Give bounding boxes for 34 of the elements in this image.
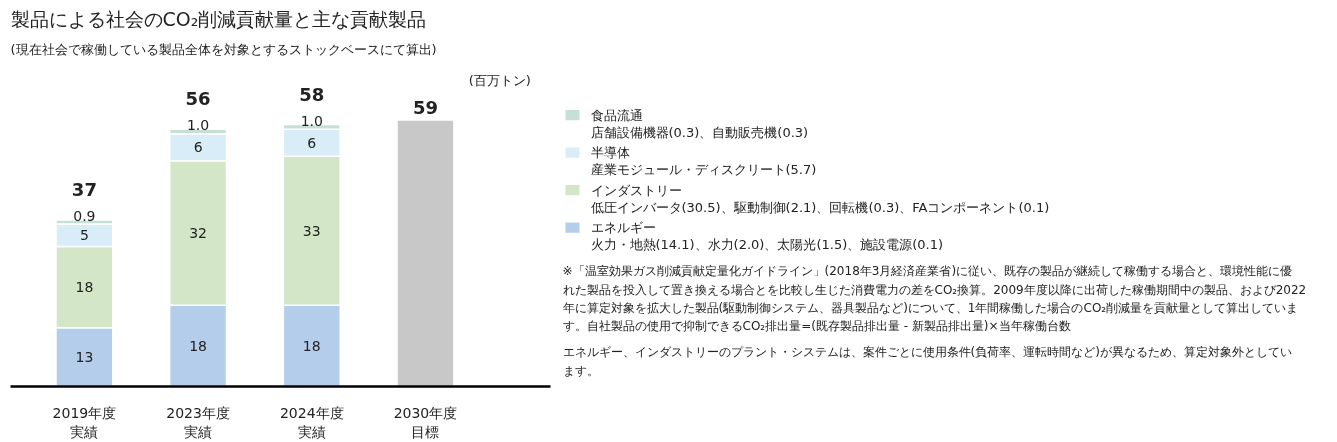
data-label: 5 (79, 227, 89, 244)
data-label: 18 (189, 337, 207, 354)
data-label: 1.0 (186, 117, 210, 134)
data-label: 18 (75, 279, 94, 296)
chart-title: 製品による社会のCO₂削減貢献量と主な貢献製品 (10, 7, 427, 30)
data-label: 18 (302, 337, 321, 354)
data-label: 32 (189, 224, 207, 241)
total-label: 56 (185, 88, 211, 110)
data-label: 0.9 (73, 207, 96, 224)
x-tick-label: 2019年度実績 (52, 404, 117, 440)
y-axis-title: (百万トン) (468, 73, 531, 89)
legend-label: 食品流通 (590, 107, 643, 123)
text: エネルギー、インダストリーのプラント・システムは、案件ごとに使用条件(負荷率、運転時間など)が異なるため、算定対象外としています。 (562, 345, 1292, 378)
data-label: 1.0 (300, 112, 323, 129)
x-tick-label: 2024年度実績 (279, 404, 344, 440)
total-label: 58 (299, 83, 325, 105)
text: 店舗設備機器(0.3)、自動販売機(0.3) (590, 124, 809, 140)
text: ※「温室効果ガス削減貢献定量化ガイドライン」(2018年3月経済産業省)に従い、既存の製品が継続して稼働する場合と、環境性能に優れた製品を投入して置き換える場合とを比較し生じた消費電力の差をCO₂換算。2009年度以降に出荷した稼働期間中の製品、および2022年に算定対象を拡大した製品(駆動制御システム、器具製品など)について、1年間稼働した場合のCO₂削減量を貢献量として算出しています。自社製品の使用で抑制できるCO₂排出量=(既存製品排出量 - 新製品排出量)×当年稼働台数 (562, 264, 1307, 334)
legend-label: エネルギー (590, 220, 656, 236)
data-label: 6 (307, 134, 317, 151)
total-label: 59 (412, 97, 438, 119)
chart-subtitle: (現在社会で稼働している製品全体を対象とするストックベースにて算出) (10, 41, 437, 57)
text: 産業モジュール・ディスクリート(5.7) (590, 162, 817, 178)
data-label: 13 (75, 349, 94, 366)
text: 火力・地熱(14.1)、水力(2.0)、太陽光(1.5)、施設電源(0.1) (590, 237, 944, 253)
legend-label: インダストリー (590, 182, 682, 198)
data-label: 33 (302, 222, 321, 239)
x-tick-label: 2023年度実績 (166, 404, 230, 440)
x-tick-label: 2030年度目標 (393, 404, 458, 440)
total-label: 37 (71, 178, 97, 200)
bar (396, 119, 455, 387)
text: 低圧インバータ(30.5)、駆動制御(2.1)、回転機(0.3)、FAコンポーネント(0.1) (590, 199, 1050, 215)
legend-label: 半導体 (590, 145, 630, 161)
data-label: 6 (193, 139, 203, 156)
